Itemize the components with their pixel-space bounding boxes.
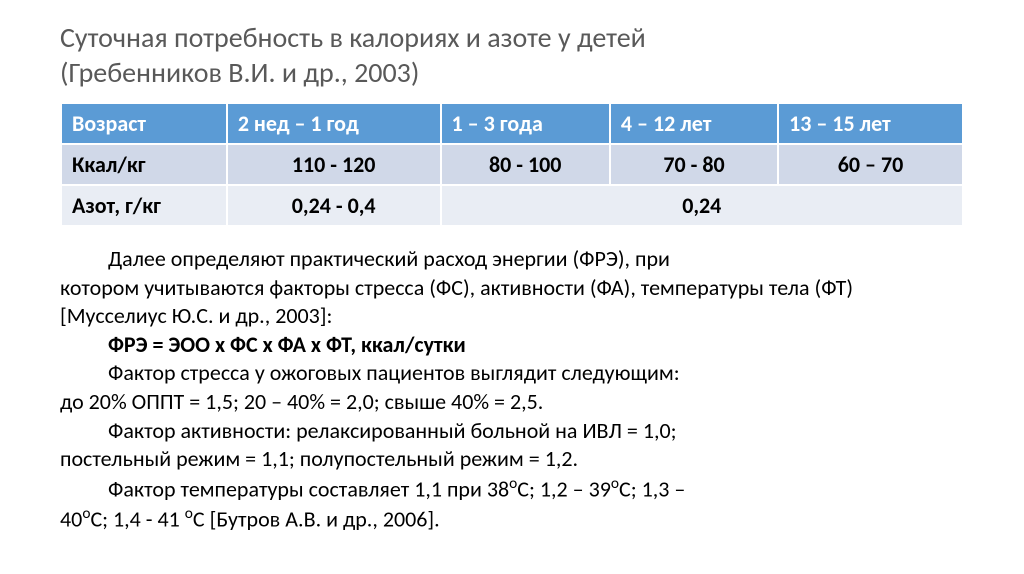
table-row-kcal: Ккал/кг 110 - 120 80 - 100 70 - 80 60 – … bbox=[61, 144, 963, 185]
slide-title: Суточная потребность в калориях и азоте … bbox=[60, 20, 964, 90]
kcal-0: 110 - 120 bbox=[227, 144, 441, 185]
col-13-15y: 13 – 15 лет bbox=[778, 103, 963, 144]
n-first: 0,24 - 0,4 bbox=[227, 185, 441, 226]
row-label-kcal: Ккал/кг bbox=[61, 144, 227, 185]
title-line-2: (Гребенников В.И. и др., 2003) bbox=[60, 55, 419, 90]
col-age: Возраст bbox=[61, 103, 227, 144]
body-text: Далее определяют практический расход эне… bbox=[60, 245, 964, 534]
para-2b: до 20% ОППТ = 1,5; 20 – 40% = 2,0; свыше… bbox=[60, 388, 964, 417]
requirements-table: Возраст 2 нед – 1 год 1 – 3 года 4 – 12 … bbox=[60, 102, 964, 227]
kcal-2: 70 - 80 bbox=[610, 144, 778, 185]
col-2w-1y: 2 нед – 1 год bbox=[227, 103, 441, 144]
table-header-row: Возраст 2 нед – 1 год 1 – 3 года 4 – 12 … bbox=[61, 103, 963, 144]
kcal-3: 60 – 70 bbox=[778, 144, 963, 185]
n-merged: 0,24 bbox=[441, 185, 963, 226]
para-1a: Далее определяют практический расход эне… bbox=[60, 245, 964, 274]
para-3a: Фактор активности: релаксированный больн… bbox=[60, 417, 964, 446]
para-3b: постельный режим = 1,1; полупостельный р… bbox=[60, 445, 964, 474]
table-row-nitrogen: Азот, г/кг 0,24 - 0,4 0,24 bbox=[61, 185, 963, 226]
formula: ФРЭ = ЭОО x ФС x ФА x ФТ, ккал/сутки bbox=[108, 331, 466, 358]
row-label-n: Азот, г/кг bbox=[61, 185, 227, 226]
title-line-1: Суточная потребность в калориях и азоте … bbox=[60, 20, 646, 55]
kcal-1: 80 - 100 bbox=[441, 144, 610, 185]
para-4b: 40оС; 1,4 - 41 оС [Бутров А.В. и др., 20… bbox=[60, 504, 964, 534]
para-2a: Фактор стресса у ожоговых пациентов выгл… bbox=[60, 359, 964, 388]
col-1-3y: 1 – 3 года bbox=[441, 103, 610, 144]
formula-line: ФРЭ = ЭОО x ФС x ФА x ФТ, ккал/сутки bbox=[60, 331, 964, 360]
para-1b: котором учитываются факторы стресса (ФС)… bbox=[60, 274, 964, 331]
para-4a: Фактор температуры составляет 1,1 при 38… bbox=[60, 474, 964, 504]
col-4-12y: 4 – 12 лет bbox=[610, 103, 778, 144]
